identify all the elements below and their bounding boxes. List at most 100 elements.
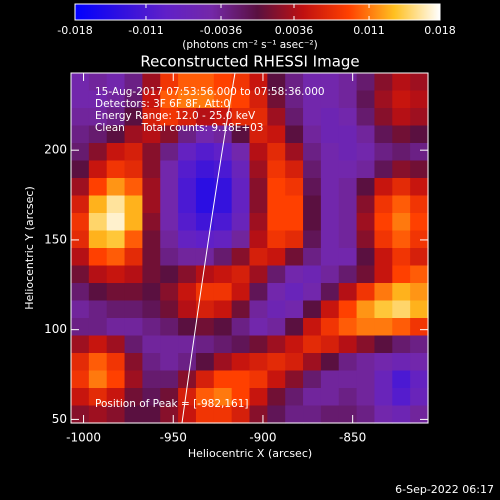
- heatmap-cell: [231, 178, 251, 197]
- heatmap-cell: [88, 160, 108, 179]
- heatmap-cell: [303, 230, 322, 249]
- heatmap-cell: [71, 90, 90, 109]
- heatmap-cell: [320, 73, 340, 92]
- heatmap-cell: [249, 178, 268, 197]
- heatmap-cell: [320, 248, 340, 267]
- heatmap-cell: [285, 160, 304, 179]
- heatmap-cell: [410, 300, 429, 319]
- heatmap-cell: [178, 143, 197, 162]
- heatmap-cell: [285, 73, 304, 92]
- heatmap-cell: [160, 318, 179, 337]
- heatmap-cell: [392, 388, 411, 407]
- colorbar-tick-label: 0.011: [353, 24, 385, 37]
- heatmap-cell: [160, 160, 179, 179]
- heatmap-cell: [106, 405, 126, 424]
- heatmap-cell: [303, 405, 322, 424]
- heatmap-cell: [213, 388, 233, 407]
- heatmap-cell: [338, 335, 358, 354]
- colorbar-label: (photons cm⁻² s⁻¹ asec⁻²): [182, 39, 317, 51]
- heatmap-cell: [249, 160, 268, 179]
- heatmap-cell: [392, 265, 411, 284]
- heatmap-cell: [303, 73, 322, 92]
- heatmap-cell: [410, 318, 429, 337]
- heatmap-cell: [267, 90, 286, 109]
- heatmap-cell: [124, 248, 143, 267]
- heatmap-cell: [338, 108, 358, 127]
- heatmap-cell: [249, 248, 268, 267]
- heatmap-cell: [88, 108, 108, 127]
- heatmap-cell: [178, 265, 197, 284]
- heatmap-cell: [160, 248, 179, 267]
- heatmap-cell: [303, 160, 322, 179]
- heatmap-cell: [213, 160, 233, 179]
- heatmap-cell: [71, 213, 90, 232]
- heatmap-cell: [142, 230, 161, 249]
- heatmap-cell: [195, 160, 215, 179]
- heatmap-cell: [88, 353, 108, 372]
- heatmap-cell: [374, 213, 393, 232]
- heatmap-cell: [320, 125, 340, 144]
- heatmap-cell: [267, 405, 286, 424]
- heatmap-cell: [71, 160, 90, 179]
- heatmap-cell: [160, 300, 179, 319]
- heatmap-cell: [195, 108, 215, 127]
- heatmap-cell: [249, 125, 268, 144]
- heatmap-cell: [160, 405, 179, 424]
- heatmap-cell: [374, 178, 393, 197]
- heatmap-cell: [71, 335, 90, 354]
- heatmap-cell: [338, 370, 358, 389]
- heatmap-cell: [267, 143, 286, 162]
- heatmap-cell: [338, 300, 358, 319]
- heatmap-cell: [231, 195, 251, 214]
- heatmap-cell: [303, 125, 322, 144]
- heatmap-cell: [124, 178, 143, 197]
- heatmap-cell: [374, 388, 393, 407]
- heatmap-cell: [106, 108, 126, 127]
- heatmap-cell: [213, 195, 233, 214]
- heatmap-cell: [410, 353, 429, 372]
- heatmap-cell: [374, 335, 393, 354]
- heatmap-cell: [267, 125, 286, 144]
- heatmap-cell: [88, 283, 108, 302]
- heatmap-cell: [195, 90, 215, 109]
- heatmap-cell: [178, 178, 197, 197]
- heatmap-cell: [320, 178, 340, 197]
- heatmap-cell: [410, 108, 429, 127]
- heatmap-cell: [320, 370, 340, 389]
- heatmap-cell: [392, 248, 411, 267]
- heatmap-cell: [106, 178, 126, 197]
- heatmap-cell: [356, 125, 376, 144]
- colorbar-tick-label: -0.0036: [200, 24, 242, 37]
- heatmap-cell: [410, 90, 429, 109]
- heatmap-cell: [160, 213, 179, 232]
- heatmap-cell: [106, 73, 126, 92]
- heatmap: [71, 73, 429, 424]
- heatmap-cell: [124, 195, 143, 214]
- heatmap-cell: [195, 143, 215, 162]
- heatmap-cell: [392, 353, 411, 372]
- heatmap-cell: [213, 90, 233, 109]
- heatmap-cell: [106, 370, 126, 389]
- heatmap-cell: [374, 248, 393, 267]
- heatmap-cell: [267, 370, 286, 389]
- heatmap-cell: [195, 353, 215, 372]
- heatmap-cell: [285, 248, 304, 267]
- heatmap-cell: [249, 143, 268, 162]
- heatmap-cell: [338, 125, 358, 144]
- heatmap-cell: [392, 143, 411, 162]
- heatmap-cell: [124, 90, 143, 109]
- heatmap-cell: [303, 388, 322, 407]
- annotation: 15-Aug-2017 07:53:56.000 to 07:58:36.000: [95, 86, 325, 98]
- heatmap-cell: [124, 213, 143, 232]
- heatmap-cell: [392, 195, 411, 214]
- heatmap-cell: [338, 90, 358, 109]
- heatmap-cell: [71, 370, 90, 389]
- heatmap-cell: [249, 388, 268, 407]
- y-tick-label: 50: [52, 412, 67, 426]
- heatmap-cell: [356, 178, 376, 197]
- colorbar-tick-label: -0.011: [128, 24, 163, 37]
- heatmap-cell: [392, 213, 411, 232]
- heatmap-cell: [195, 230, 215, 249]
- heatmap-cell: [410, 283, 429, 302]
